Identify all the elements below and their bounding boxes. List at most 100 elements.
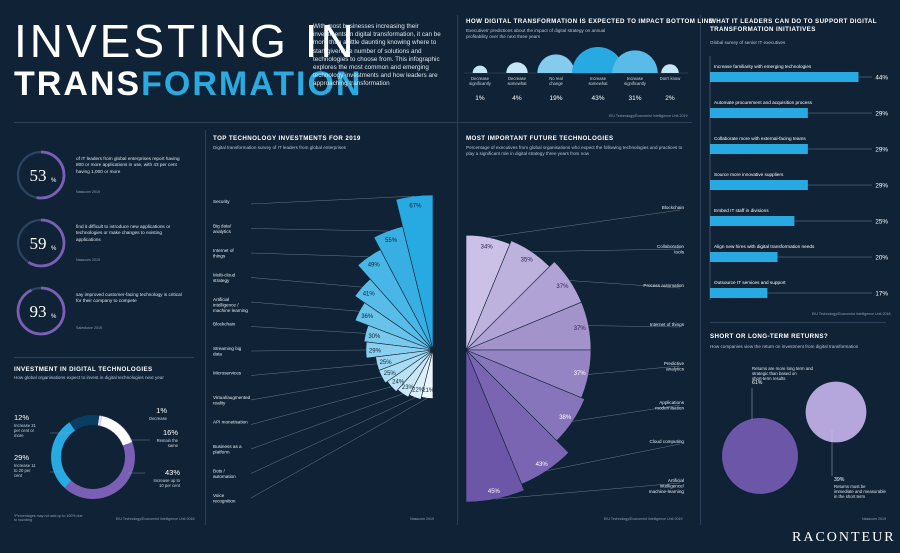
top-tech-value: 36%: [361, 314, 374, 320]
it-leaders-label: Outsource IT services and support: [714, 280, 786, 285]
it-leaders-label: Embed IT staff in divisions: [714, 208, 769, 213]
top-tech-label: Microservices: [213, 371, 242, 376]
donut-slice: [69, 415, 100, 431]
stat-ring-progress: [16, 218, 66, 268]
it-leaders-value: 29%: [875, 183, 888, 190]
top-tech-label: Business as a platform: [213, 444, 242, 455]
returns-chart: 61%Returns are more long term and strateg…: [722, 366, 886, 499]
it-leaders-label: Align new hires with digital transformat…: [714, 244, 815, 249]
top-tech-value: 29%: [369, 349, 382, 355]
donut-label: Decrease: [149, 416, 168, 421]
top-tech-leader: [250, 398, 428, 499]
top-tech-value: 49%: [368, 263, 381, 269]
top-tech-leader: [250, 326, 366, 334]
returns-value-long: 61%: [752, 380, 763, 386]
donut-value: 16%: [163, 428, 178, 437]
future-tech-leader: [572, 404, 681, 422]
top-tech-leader: [250, 277, 363, 288]
top-tech-leader: [250, 349, 366, 352]
top-tech-label: API monetisation: [213, 420, 248, 425]
future-tech-wedge: [465, 349, 525, 503]
divider-h-right: [710, 322, 886, 323]
returns-bubble-long: [722, 418, 798, 494]
it-leaders-value: 29%: [875, 147, 888, 154]
donut-slice: [50, 422, 76, 488]
it-leaders-value: 20%: [875, 255, 888, 262]
impact-value: 1%: [475, 95, 485, 102]
stat-ring: 59%: [16, 218, 66, 268]
future-tech-leader: [546, 443, 681, 471]
returns-label-short: Returns must be immediate and measurable i…: [834, 484, 886, 499]
intro-text: With most businesses increasing their in…: [313, 23, 441, 88]
stat-percent: %: [51, 246, 57, 252]
top-tech-wedge: [386, 349, 434, 392]
divider-v-2: [700, 15, 701, 525]
stat-percent: %: [51, 178, 57, 184]
stat-text: find it difficult to introduce new appli…: [76, 224, 171, 242]
donut-value: 1%: [156, 406, 167, 415]
returns-label-long: Returns are more long term and strategic …: [752, 366, 814, 381]
top-tech-leader: [250, 195, 415, 205]
future-tech-label: Collaboration tools: [657, 244, 685, 255]
future-tech-chart: 34% Blockchain 35% Collaboration tools 37% Pro…: [465, 205, 685, 503]
raconteur-logo: RACONTEUR: [792, 530, 896, 545]
top-tech-label: Virtual/augmented reality: [213, 395, 251, 406]
top-tech-wedge: [373, 226, 434, 351]
future-tech-value: 34%: [481, 245, 494, 251]
future-tech-leader: [569, 280, 681, 289]
divider-h-left: [14, 357, 194, 358]
stat-ring-progress: [16, 150, 66, 200]
top-tech-label: Multi-cloud strategy: [213, 273, 236, 284]
future-tech-label: Process automation: [643, 283, 684, 288]
impact-semicircle: [506, 62, 528, 73]
impact-semicircle: [472, 65, 488, 73]
top-tech-wedge: [397, 349, 434, 398]
stat-text: say improved customer-facing technology …: [76, 292, 182, 304]
it-leaders-label: Automate procurement and acquisition pro…: [714, 100, 813, 105]
top-tech-value: 25%: [384, 371, 397, 377]
it-leaders-value: 25%: [875, 219, 888, 226]
divider-h-top: [14, 122, 692, 123]
top-tech-label: Artificial intelligence / machine learning: [213, 297, 248, 313]
impact-category: No real change: [549, 76, 563, 86]
stat-text: of IT leaders from global enterprises re…: [76, 156, 180, 174]
stat-source: Nasscom 2019: [76, 258, 100, 262]
top-tech-label: Voice recognition: [213, 493, 236, 504]
top-tech-leader: [250, 252, 369, 257]
investment-note: *Percentages may not add up to 100% due …: [14, 514, 83, 522]
top-tech-label: Streaming big data: [213, 346, 242, 357]
impact-semicircle: [661, 64, 679, 73]
stat-percent: %: [51, 314, 57, 320]
top-tech-label: Internet of things: [213, 248, 234, 259]
impact-category: Decrease somewhat: [507, 76, 527, 86]
donut-value: 12%: [14, 413, 29, 422]
top-tech-leader: [250, 228, 388, 232]
impact-source: EIU Technology/Economist Intelligence Un…: [609, 114, 688, 118]
future-tech-value: 43%: [536, 462, 549, 468]
stat-source: Salesforce 2019: [76, 326, 102, 330]
it-leaders-bar: [710, 288, 768, 298]
top-tech-value: 25%: [380, 360, 393, 366]
it-leaders-value: 29%: [875, 111, 888, 118]
impact-value: 2%: [665, 95, 675, 102]
future-tech-label: Internet of things: [650, 322, 685, 327]
it-leaders-label: Increase familiarity with emerging techn…: [714, 64, 812, 69]
future-tech-label: Artificial intelligence/machine-learning: [649, 478, 685, 494]
stat-value: 59: [30, 234, 47, 253]
top-tech-label: Security: [213, 199, 230, 204]
it-leaders-bar: [710, 180, 808, 190]
title-line-2: TRANSFORMATION: [14, 64, 362, 104]
top-tech-leader: [250, 376, 382, 401]
it-leaders-value: 44%: [875, 75, 888, 82]
future-tech-value: 37%: [556, 284, 569, 290]
top-tech-leader: [250, 386, 392, 425]
it-leaders-source: EIU Technology/Economist Intelligence Un…: [812, 312, 891, 316]
top-tech-wedge: [408, 349, 434, 400]
divider-v-1: [457, 15, 458, 525]
donut-label: Remain the same: [157, 438, 179, 448]
top-tech-source: Nasscom 2019: [410, 517, 434, 521]
top-tech-wedge: [357, 249, 434, 351]
top-tech-wedge: [365, 341, 434, 359]
impact-chart: Decrease significantly 1% Decrease somewhat 4…: [464, 47, 688, 102]
impact-semicircle: [537, 54, 575, 73]
